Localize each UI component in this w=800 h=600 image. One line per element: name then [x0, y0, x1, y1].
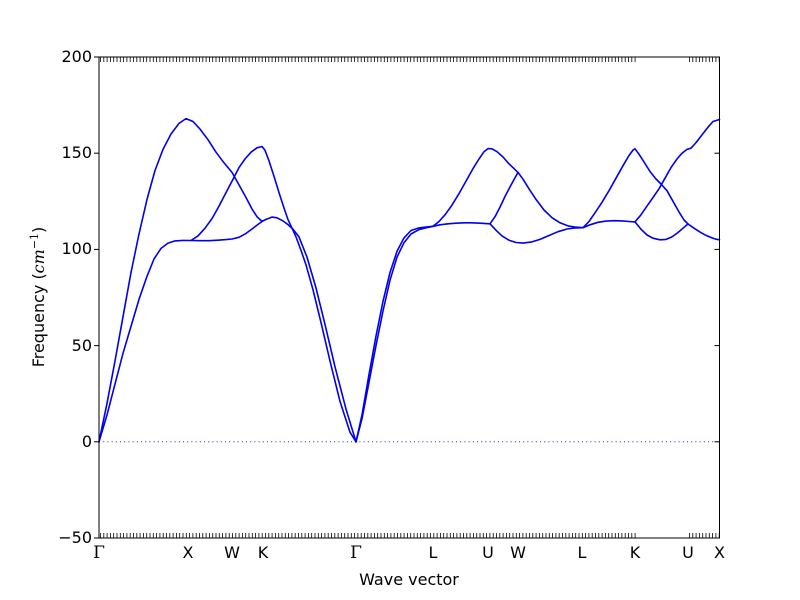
x-tick-label-7: W	[510, 543, 526, 562]
x-tick-label-10: U	[682, 543, 694, 562]
y-axis-title-suffix: )	[29, 226, 49, 233]
band-left-LA-outline	[98, 117, 357, 443]
band-L-K-flat-U-X-riser	[582, 118, 721, 229]
y-tick-label: 0	[81, 431, 92, 451]
x-tick-label-8: L	[577, 543, 587, 562]
band-L-U-peak-W-L	[432, 147, 584, 229]
x-tick-label-0: Γ	[93, 543, 105, 563]
band-U-W-riser	[489, 171, 519, 225]
band-K-U-dip	[634, 221, 689, 241]
band-U-X-lower	[687, 223, 721, 241]
axes-frame	[98, 56, 720, 539]
y-tick-label: 50	[71, 335, 92, 355]
y-tick-label: 200	[61, 47, 92, 66]
band-L-U-flat	[432, 222, 491, 228]
band-gamma-L-lower	[355, 225, 434, 443]
x-tick-label-5: L	[428, 543, 438, 562]
x-tick-label-9: K	[629, 543, 641, 562]
y-tick-label: −50	[58, 528, 92, 547]
x-tick-label-1: X	[182, 543, 194, 562]
band-U-W-L-dip	[489, 223, 584, 244]
x-tick-label-2: W	[224, 543, 240, 562]
band-left-K-fan	[190, 145, 357, 443]
x-tick-label-11: X	[714, 543, 725, 562]
band-gamma-L-upper	[355, 225, 434, 443]
x-tick-label-6: U	[482, 543, 494, 562]
y-tick-label: 100	[61, 239, 92, 259]
x-tick-label-3: K	[257, 543, 269, 562]
band-L-K-peak-U	[582, 148, 689, 229]
y-tick-label: 150	[61, 143, 92, 163]
band-left-TA	[98, 220, 264, 443]
x-axis-title: Wave vector	[359, 570, 459, 589]
x-tick-label-4: Γ	[350, 543, 362, 563]
